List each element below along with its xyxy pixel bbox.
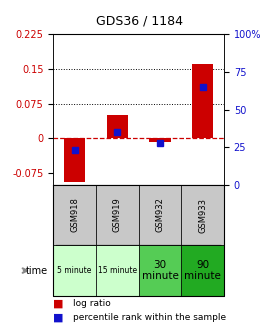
- Text: GSM932: GSM932: [155, 198, 164, 232]
- Bar: [107, 115, 128, 138]
- Text: 5 minute: 5 minute: [57, 266, 92, 275]
- Text: GDS36 / 1184: GDS36 / 1184: [97, 15, 183, 28]
- Text: percentile rank within the sample: percentile rank within the sample: [73, 313, 226, 322]
- Text: log ratio: log ratio: [73, 299, 111, 308]
- Text: ■: ■: [53, 313, 64, 323]
- Text: GSM918: GSM918: [70, 198, 79, 232]
- Text: GSM919: GSM919: [113, 198, 122, 232]
- Bar: [149, 138, 171, 142]
- Bar: [192, 64, 213, 138]
- Text: time: time: [25, 266, 48, 276]
- Bar: [64, 138, 85, 182]
- Text: 90
minute: 90 minute: [184, 260, 221, 282]
- Text: 30
minute: 30 minute: [141, 260, 178, 282]
- Text: ■: ■: [53, 299, 64, 308]
- Text: 15 minute: 15 minute: [98, 266, 137, 275]
- Text: GSM933: GSM933: [198, 198, 207, 232]
